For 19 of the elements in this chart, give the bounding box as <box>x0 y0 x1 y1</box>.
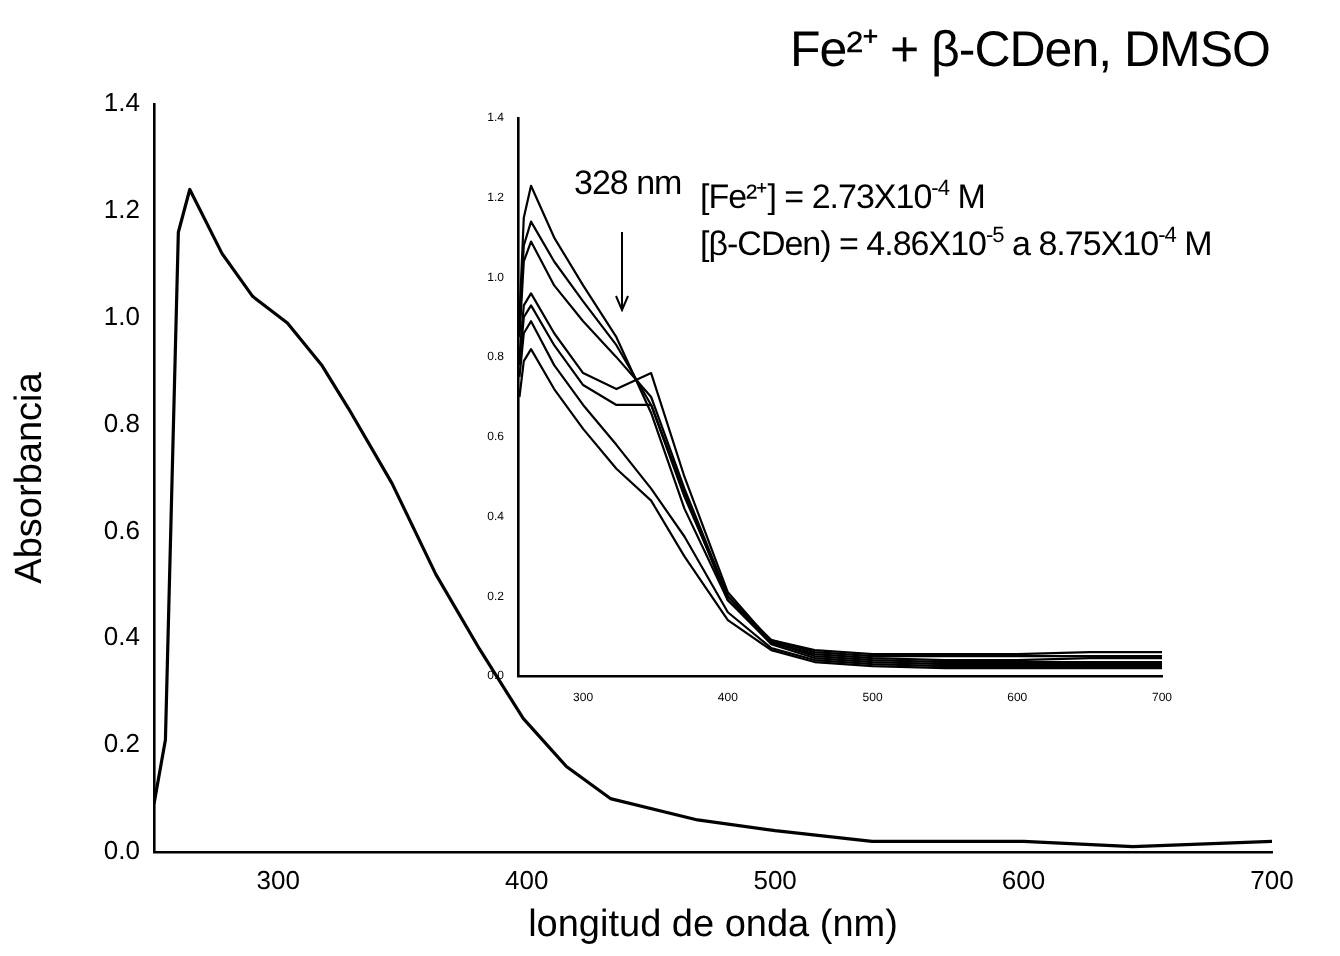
annotation: [β-CDen) = 4.86X10$^{-5}$ a 8.75X10$^{-4}$ M <box>700 224 1212 266</box>
y-tick-label: 1.4 <box>103 87 140 118</box>
annotation: [Fe²⁺] = 2.73X10$^{-4}$ M <box>700 174 985 218</box>
x-tick-label: 700 <box>1250 864 1294 895</box>
y-tick-label: 1.0 <box>103 300 140 331</box>
x-axis-title: longitud de onda (nm) <box>528 903 898 946</box>
x-tick-label: 400 <box>504 864 549 895</box>
y-tick-label: 0.0 <box>103 835 140 866</box>
y-tick-label: 1.2 <box>103 194 140 225</box>
annotation: 328 nm <box>574 164 682 204</box>
x-tick-label: 500 <box>753 864 797 895</box>
x-tick-label: 600 <box>1001 864 1046 895</box>
y-tick-label: 0.8 <box>103 407 140 438</box>
y-tick-label: 0.4 <box>103 621 140 652</box>
y-axis-title: Absorbancia <box>9 371 52 584</box>
y-tick-label: 0.2 <box>103 728 140 759</box>
chart-title: Fe²⁺ + β-CDen, DMSO <box>790 20 1271 80</box>
y-tick-label: 0.6 <box>103 514 140 545</box>
x-tick-label: 300 <box>256 864 300 895</box>
